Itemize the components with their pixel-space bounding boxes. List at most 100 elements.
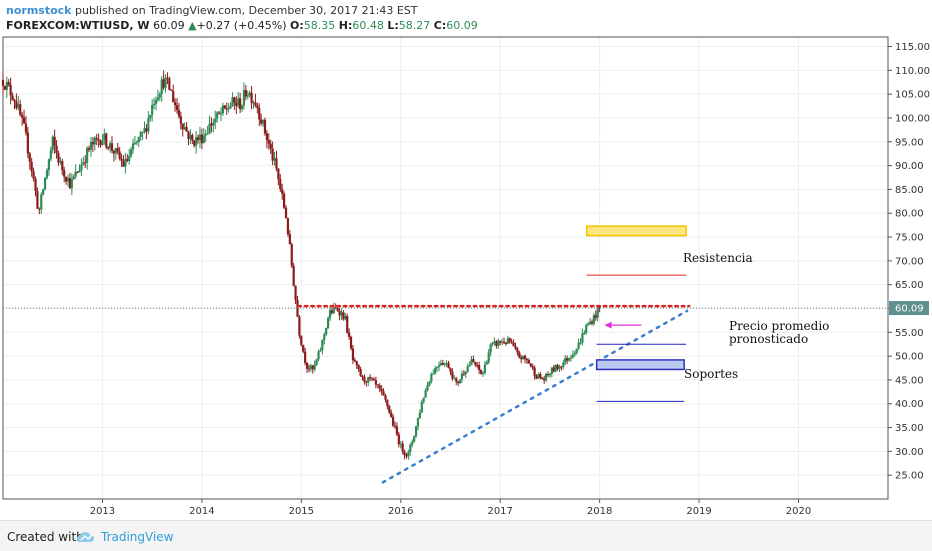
candle-body	[141, 131, 144, 133]
candle-body	[177, 110, 181, 117]
candle-body	[120, 158, 123, 161]
y-tick-label: 65.00	[895, 280, 924, 291]
candle-body	[233, 97, 236, 103]
candle-body	[250, 92, 253, 104]
up-arrow-icon: ▲	[188, 19, 197, 32]
candle-body	[372, 378, 376, 381]
candle-body	[219, 113, 223, 115]
candle-body	[174, 102, 177, 106]
candle-body	[418, 412, 421, 418]
candle-body	[504, 343, 508, 345]
x-tick-label: 2017	[487, 506, 512, 517]
x-tick-label: 2014	[189, 506, 214, 517]
candle-body	[261, 119, 265, 124]
candle-body	[191, 135, 194, 141]
y-tick-label: 110.00	[895, 66, 930, 77]
candle-body	[11, 95, 14, 101]
author-name[interactable]: normstock	[6, 4, 72, 17]
candle-body	[158, 93, 161, 98]
candle-body	[45, 170, 49, 178]
candle-body	[286, 218, 290, 235]
candle-body	[483, 364, 486, 373]
candle-body	[512, 342, 515, 347]
time-axis: 2013 2014 2015 2016 2017 2018 2019 2020	[90, 499, 811, 517]
candle-body	[458, 379, 462, 384]
drawing-overlays	[297, 225, 691, 484]
candle-body	[162, 79, 165, 88]
tradingview-cloud-icon	[77, 532, 94, 542]
footer-bar: Created with TradingView	[0, 520, 932, 551]
candle-body	[422, 397, 425, 402]
candle-body	[405, 455, 408, 457]
y-tick-label: 95.00	[895, 137, 924, 148]
candle-body	[51, 136, 54, 150]
tradingview-brand[interactable]: TradingView	[101, 530, 174, 544]
candle-body	[493, 341, 496, 343]
candle-body	[172, 90, 175, 103]
candle-body	[453, 378, 456, 380]
candle-body	[32, 171, 35, 179]
candle-body	[68, 178, 72, 189]
candle-body	[36, 191, 39, 209]
candle-body	[53, 136, 56, 146]
candle-body	[15, 101, 18, 108]
candle-body	[19, 104, 22, 115]
candle-body	[137, 136, 140, 142]
candle-body	[575, 348, 578, 354]
candle-body	[196, 137, 200, 141]
candle-body	[38, 208, 41, 210]
candle-body	[244, 90, 247, 97]
candle-body	[313, 364, 316, 370]
candle-body	[518, 352, 521, 358]
candle-body	[42, 189, 45, 195]
candle-body	[340, 312, 343, 316]
candle-body	[326, 318, 330, 329]
candle-body	[562, 362, 565, 367]
candle-body	[470, 359, 473, 366]
candle-body	[110, 143, 114, 151]
candle-body	[242, 90, 246, 106]
candle-body	[212, 122, 215, 126]
candle-body	[22, 117, 26, 124]
candle-body	[283, 193, 286, 208]
candle-body	[323, 334, 326, 341]
candle-body	[468, 365, 471, 367]
candle-body	[558, 366, 561, 369]
close-value: 60.09	[446, 19, 478, 32]
candle-body	[131, 143, 135, 150]
annotation-soportes: Soportes	[684, 367, 738, 381]
candle-body	[414, 426, 418, 437]
candle-body	[200, 134, 203, 144]
candle-body	[221, 105, 225, 114]
candle-body	[72, 176, 75, 179]
candle-body	[279, 179, 282, 190]
candle-body	[108, 143, 112, 149]
candle-body	[397, 434, 400, 445]
price-chart[interactable]: 25.0030.0035.0040.0045.0050.0055.0060.00…	[0, 0, 932, 520]
candle-body	[86, 148, 89, 163]
candle-body	[497, 340, 500, 346]
candle-body	[579, 342, 582, 344]
candle-body	[367, 376, 370, 383]
candle-body	[380, 389, 383, 392]
candle-body	[541, 377, 544, 380]
candle-body	[451, 371, 454, 379]
candle-body	[445, 363, 448, 365]
candle-body	[392, 416, 395, 426]
candle-body	[520, 357, 523, 360]
candle-body	[160, 79, 163, 94]
candle-body	[124, 159, 127, 167]
candle-body	[349, 336, 353, 349]
candle-body	[592, 315, 595, 324]
candle-body	[307, 368, 311, 370]
created-with-label: Created with	[7, 530, 84, 544]
candle-body	[76, 171, 79, 173]
candle-body	[495, 341, 498, 346]
candle-body	[154, 100, 158, 105]
candle-body	[571, 354, 574, 358]
publish-info: normstock published on TradingView.com, …	[6, 4, 417, 17]
candle-body	[214, 118, 217, 123]
y-tick-label: 40.00	[895, 399, 924, 410]
candle-body	[529, 363, 532, 367]
candle-body	[457, 381, 460, 384]
